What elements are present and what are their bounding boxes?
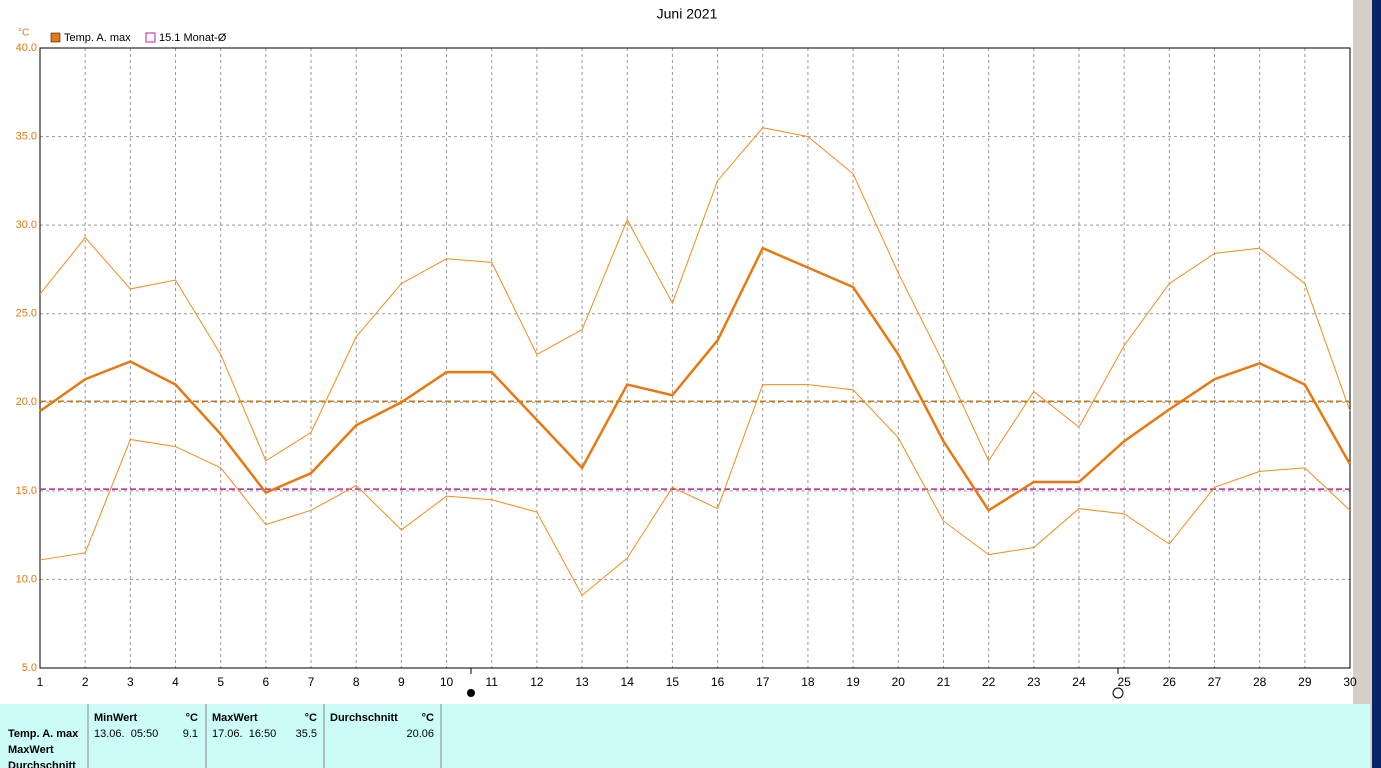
series-line: [39, 384, 1351, 597]
x-tick-label: 14: [621, 675, 635, 689]
y-tick-label: 35.0: [16, 130, 37, 142]
cell-value: 35.5: [296, 728, 317, 740]
x-tick-label: 26: [1163, 675, 1177, 689]
y-tick-label: 25.0: [16, 308, 37, 320]
legend-label: 15.1 Monat-Ø: [159, 32, 227, 44]
col-unit: °C: [422, 712, 434, 724]
x-tick-label: 11: [485, 675, 498, 689]
moon-icon: [1112, 687, 1124, 699]
y-unit: °C: [18, 28, 29, 39]
y-tick-label: 10.0: [16, 573, 37, 585]
scrollbar: [1372, 0, 1381, 768]
chart-title: Juni 2021: [657, 6, 718, 22]
row-label: Temp. A. max: [8, 728, 79, 740]
x-tick-label: 7: [308, 675, 315, 689]
legend-swatch: [145, 32, 156, 43]
series-line: [39, 127, 1351, 462]
x-tick-label: 8: [353, 675, 360, 689]
legend-label: Temp. A. max: [64, 32, 131, 44]
cell-date: 13.06. 05:50: [94, 728, 158, 740]
plot-border: [39, 47, 1351, 669]
y-tick-label: 40.0: [16, 42, 37, 54]
cell-value: 20.06: [406, 728, 434, 740]
x-tick-label: 9: [398, 675, 405, 689]
x-tick-label: 29: [1298, 675, 1312, 689]
y-tick-label: 15.0: [16, 485, 37, 497]
x-tick-label: 2: [82, 675, 89, 689]
legend-swatch: [50, 32, 61, 43]
x-tick-label: 15: [666, 675, 680, 689]
x-tick-label: 3: [127, 675, 134, 689]
x-tick-label: 10: [440, 675, 454, 689]
table-bg: [0, 704, 1370, 768]
cell-date: 17.06. 16:50: [212, 728, 276, 740]
row-label: Durchschnitt: [8, 760, 76, 768]
x-tick-label: 18: [801, 675, 815, 689]
col-header: MinWert: [94, 712, 138, 724]
y-tick-label: 20.0: [16, 396, 37, 408]
cell-value: 9.1: [183, 728, 198, 740]
x-tick-label: 25: [1117, 675, 1131, 689]
x-tick-label: 21: [937, 675, 951, 689]
x-tick-label: 28: [1253, 675, 1267, 689]
series-line: [39, 246, 1352, 513]
x-tick-label: 5: [217, 675, 224, 689]
x-tick-label: 4: [172, 675, 179, 689]
y-tick-label: 5.0: [22, 662, 37, 674]
x-tick-label: 12: [530, 675, 544, 689]
moon-icon: [467, 689, 475, 697]
x-tick-label: 17: [756, 675, 770, 689]
col-unit: °C: [186, 712, 198, 724]
x-tick-label: 22: [982, 675, 996, 689]
row-label: MaxWert: [8, 744, 54, 756]
x-tick-label: 6: [263, 675, 270, 689]
x-tick-label: 1: [37, 675, 44, 689]
x-tick-label: 24: [1072, 675, 1086, 689]
x-tick-label: 27: [1208, 675, 1222, 689]
x-tick-label: 16: [711, 675, 725, 689]
x-tick-label: 13: [575, 675, 589, 689]
col-header: MaxWert: [212, 712, 258, 724]
col-header: Durchschnitt: [330, 712, 398, 724]
plot-area: [40, 48, 1350, 668]
col-unit: °C: [305, 712, 317, 724]
x-tick-label: 20: [892, 675, 906, 689]
x-tick-label: 19: [846, 675, 860, 689]
x-tick-label: 30: [1343, 675, 1357, 689]
x-tick-label: 23: [1027, 675, 1041, 689]
y-tick-label: 30.0: [16, 219, 37, 231]
